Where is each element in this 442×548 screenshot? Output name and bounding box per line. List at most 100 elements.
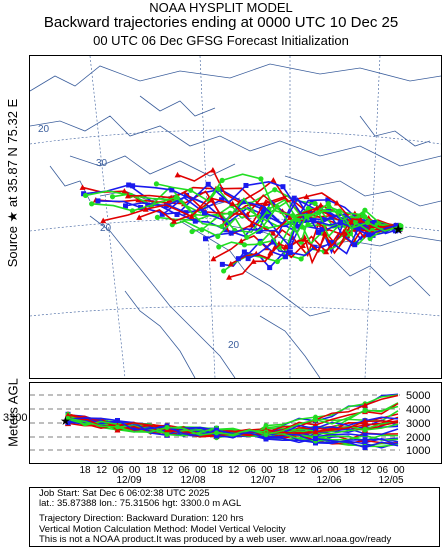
trajectory-marker [153,181,160,187]
trajectory-marker [184,192,190,198]
trajectory-marker [329,240,335,246]
latitude-labels: 20 30 20 20 [38,124,240,351]
vertical-trajectory-marker [313,436,318,442]
trajectory-marker [238,238,245,244]
vertical-svg: ★ [30,393,400,451]
trajectory-marker [325,197,331,203]
trajectory-path [191,205,402,239]
trajectory-marker [352,242,358,248]
hour-tick: 06 [244,465,256,476]
trajectory-marker [170,218,177,224]
trajectory-marker [315,229,321,235]
trajectory-marker [312,200,318,207]
trajectory-marker [270,177,277,183]
trajectory-marker [370,232,376,238]
hour-tick: 00 [195,465,207,476]
trajectory-marker [287,250,293,256]
vertical-trajectory-lines [65,393,399,450]
hour-tick: 12 [360,465,372,476]
trajectory-marker [173,194,180,200]
trajectory-marker [371,220,377,226]
vertical-trajectory-marker [312,428,319,435]
trajectory-marker [282,243,289,250]
vertical-source-star-icon: ★ [60,414,71,428]
trajectory-marker [223,227,229,233]
trajectory-marker [340,228,347,235]
hour-tick: 06 [178,465,190,476]
trajectory-marker [357,217,364,223]
trajectory-marker [241,249,247,255]
trajectory-marker [219,223,225,230]
trajectory-marker [188,187,194,193]
vertical-trajectory-marker [362,431,368,437]
height-tick: 4000 [406,404,431,416]
trajectory-marker [291,195,297,201]
trajectory-marker [219,261,225,267]
hour-tick: 00 [129,465,141,476]
date-tick: 12/07 [250,475,276,486]
trajectory-marker [257,228,263,234]
trajectory-marker [321,230,328,236]
trajectory-marker [215,233,221,239]
trajectory-marker [265,214,271,220]
vertical-trajectory-path [67,405,399,436]
trajectory-lines [79,166,404,280]
trajectory-marker [260,211,266,217]
hour-tick: 12 [294,465,306,476]
time-axis: 18 12 06 00 18 12 06 00 18 12 06 00 18 12 06 00 18 12 06 00… [29,465,440,487]
vertical-trajectory-marker [362,427,368,433]
vertical-trajectory-marker [362,444,368,450]
vertical-method: Vertical Motion Calculation Method: Mode… [39,523,286,535]
hour-tick: 00 [327,465,339,476]
trajectory-marker [209,197,216,203]
trajectory-marker [272,187,278,193]
trajectory-marker [299,242,306,248]
vertical-trajectory-marker [362,402,368,408]
hour-tick: 18 [211,465,223,476]
trajectory-marker [121,188,128,194]
trajectory-path [247,219,396,260]
trajectory-marker [319,226,325,232]
trajectory-marker [333,199,340,206]
coastlines-borders [30,63,441,378]
trajectory-marker [282,254,288,260]
vertical-trajectory-marker [164,424,170,430]
trajectory-map: 20 30 20 20 ★ [29,55,442,379]
trajectory-marker [100,217,107,224]
vertical-trajectory-marker [214,427,219,433]
trajectory-marker [203,236,209,242]
hour-tick: 18 [277,465,289,476]
trajectory-marker [267,265,273,271]
run-title: Backward trajectories ending at 0000 UTC… [43,14,399,31]
source-coordinates: lat.: 35.87388 lon.: 75.31506 hgt: 3300.… [39,498,242,510]
trajectory-marker [248,221,255,228]
trajectory-marker [338,219,344,225]
vertical-trajectory-marker [65,420,71,426]
trajectory-marker [219,197,225,203]
height-tick: 2000 [406,432,431,444]
trajectory-marker [135,196,142,203]
vertical-trajectory-marker [214,433,219,439]
hour-tick: 00 [261,465,273,476]
trajectory-marker [309,199,315,205]
vertical-trajectory-path [67,416,399,439]
trajectory-marker [393,223,399,229]
trajectory-marker [291,220,297,226]
trajectory-marker [317,202,324,208]
trajectory-marker [241,199,247,205]
hour-tick: 00 [393,465,405,476]
trajectory-marker [274,204,280,210]
trajectory-marker [89,201,95,207]
trajectory-marker [257,240,263,246]
trajectory-marker [82,192,89,199]
trajectory-marker [130,183,136,189]
hour-tick: 18 [343,465,355,476]
hour-tick: 06 [376,465,389,476]
trajectory-marker [79,184,86,190]
vertical-trajectory-marker [313,417,318,423]
hour-tick: 12 [228,465,240,476]
trajectory-direction: Trajectory Direction: Backward Duration:… [39,513,244,525]
trajectory-marker [154,214,161,220]
trajectory-marker [250,258,257,264]
map-svg: 20 30 20 20 ★ [30,56,441,378]
